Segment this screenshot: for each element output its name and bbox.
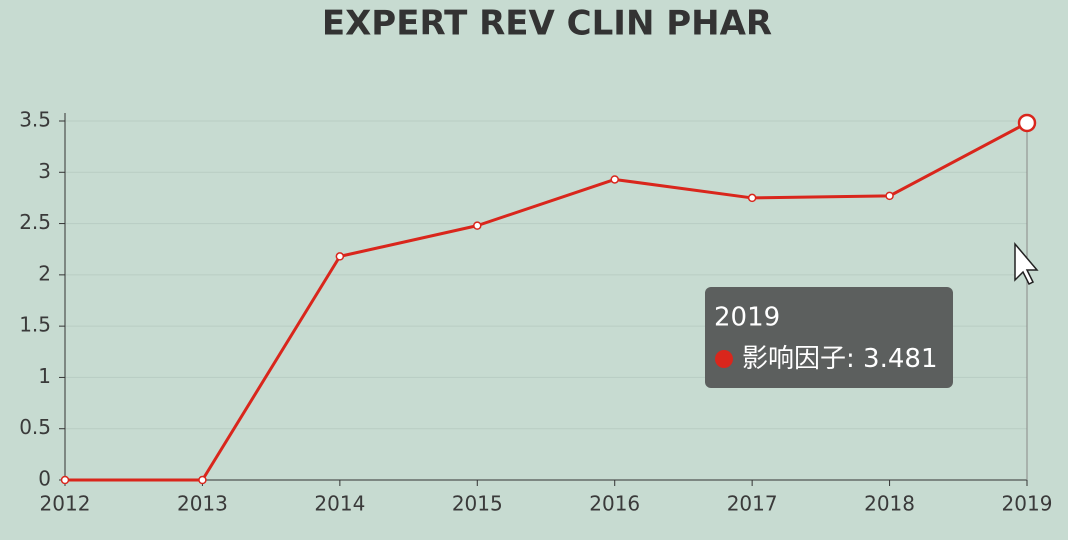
x-tick-label: 2019 (1002, 492, 1053, 516)
point (473, 221, 482, 230)
tooltip-marker (715, 350, 733, 368)
x-tick-label: 2013 (177, 492, 228, 516)
tooltip-series: 影响因子 (742, 344, 846, 374)
y-tick-label: 3 (38, 159, 51, 183)
x-tick-label: 2017 (727, 492, 778, 516)
y-tick-label: 0 (38, 467, 51, 491)
tooltip: 2019 影响因子: 3.481 (705, 287, 953, 388)
point (1017, 113, 1037, 133)
y-tick-label: 3.5 (19, 108, 51, 132)
y-tick-label: 0.5 (19, 415, 51, 439)
point (335, 252, 345, 261)
y-tick-label: 2 (38, 261, 51, 285)
mouse-cursor (1014, 241, 1039, 286)
chart-title: EXPERT REV CLIN PHAR (322, 4, 772, 44)
plot (60, 113, 1037, 485)
y-tick-label: 2.5 (19, 210, 51, 234)
y-tick-label: 1 (38, 364, 51, 388)
tooltip-title: 2019 (714, 303, 780, 333)
tooltip-box (705, 287, 953, 388)
tooltip-value: 3.481 (863, 344, 937, 374)
x-tick-label: 2014 (314, 492, 365, 516)
tooltip-separator: : (846, 344, 863, 374)
line (65, 121, 1028, 482)
x-tick-label: 2018 (864, 492, 915, 516)
y-tick-label: 1.5 (19, 313, 51, 337)
point (60, 475, 70, 485)
point (198, 475, 207, 485)
point (610, 175, 619, 184)
point (885, 191, 894, 201)
point (747, 193, 757, 203)
x-tick-label: 2015 (452, 492, 503, 516)
x-tick-label: 2012 (40, 492, 91, 516)
tooltip-text: 影响因子: 3.481 (742, 344, 937, 374)
x-tick-label: 2016 (589, 492, 640, 516)
